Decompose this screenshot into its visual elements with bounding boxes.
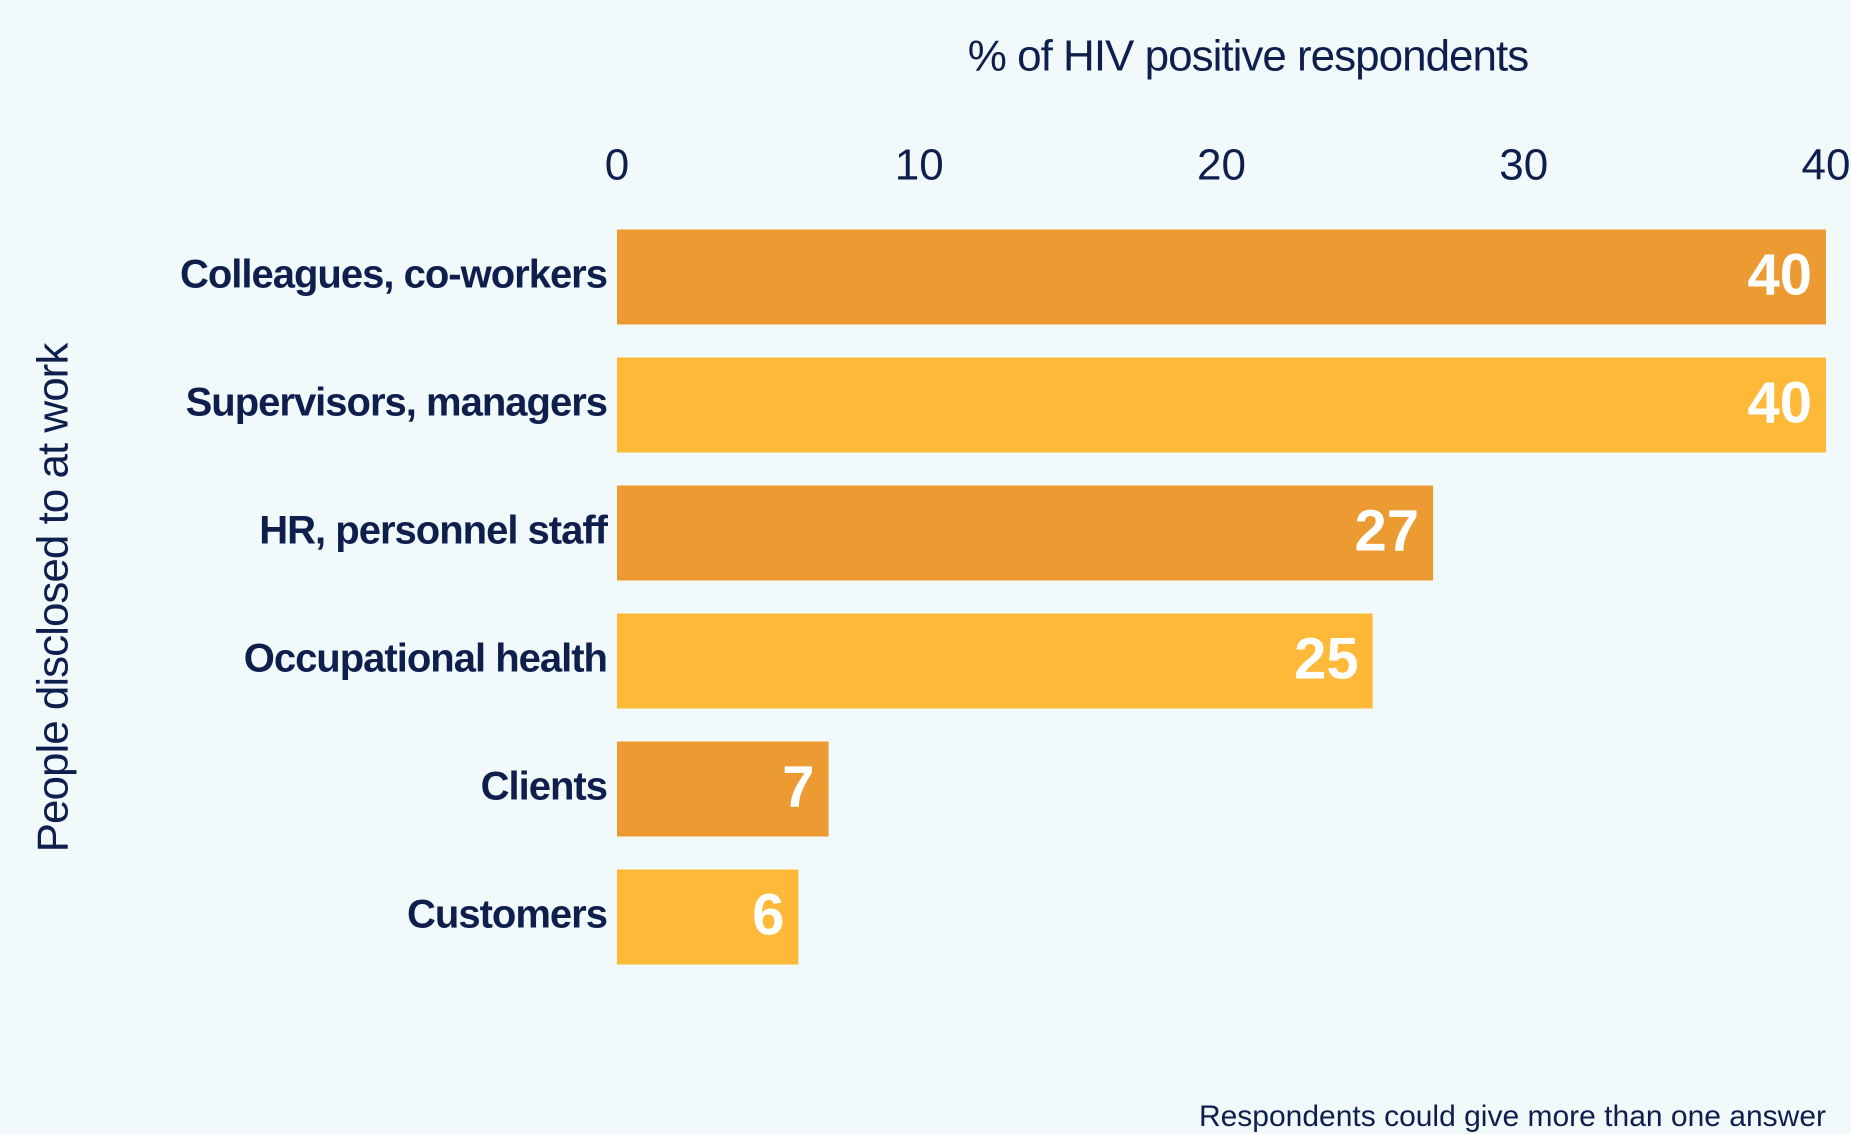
bar — [617, 485, 1434, 581]
y-axis-title: People disclosed to at work — [29, 342, 78, 853]
x-tick-label: 10 — [895, 141, 944, 190]
category-label: Customers — [407, 893, 607, 937]
bar — [617, 613, 1373, 709]
value-label: 27 — [1355, 498, 1420, 563]
category-label: Occupational health — [244, 637, 607, 681]
x-tick-label: 40 — [1802, 141, 1851, 190]
value-label: 25 — [1294, 626, 1359, 691]
category-label: Supervisors, managers — [186, 381, 607, 425]
value-label: 6 — [752, 882, 784, 947]
value-label: 7 — [782, 754, 814, 819]
bar — [617, 229, 1826, 325]
x-tick-label: 30 — [1499, 141, 1548, 190]
x-axis-title: % of HIV positive respondents — [968, 32, 1528, 81]
category-label: HR, personnel staff — [259, 509, 608, 553]
x-tick-label: 0 — [605, 141, 629, 190]
x-tick-label: 20 — [1197, 141, 1246, 190]
category-label: Colleagues, co-workers — [180, 253, 607, 297]
bar — [617, 357, 1826, 453]
footnote: Respondents could give more than one ans… — [1199, 1100, 1826, 1133]
value-label: 40 — [1747, 370, 1812, 435]
bar — [617, 741, 829, 837]
bar — [617, 869, 799, 965]
value-label: 40 — [1747, 242, 1812, 307]
category-label: Clients — [481, 765, 607, 809]
